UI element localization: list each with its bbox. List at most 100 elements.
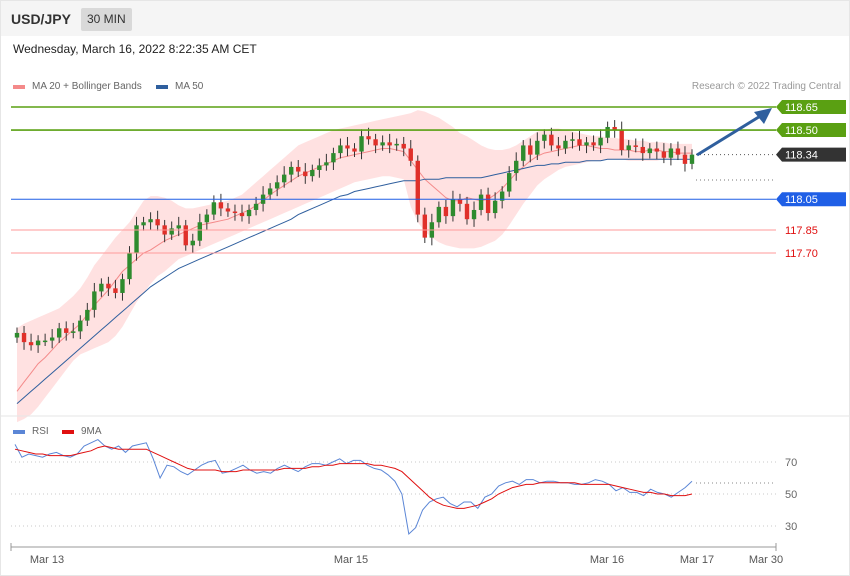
candle-body	[78, 320, 83, 332]
candle-body	[563, 140, 568, 149]
level-label-117.70: 117.70	[785, 248, 818, 260]
candle-body	[246, 209, 252, 217]
candle-body	[485, 194, 491, 214]
x-tick-label: Mar 30	[749, 554, 783, 566]
candle-body	[401, 143, 406, 149]
legend-ma20-label: MA 20 + Bollinger Bands	[32, 81, 142, 92]
candle-body	[506, 173, 512, 192]
candle-body	[35, 340, 41, 346]
level-label-118.05: 118.05	[785, 194, 818, 206]
level-label-118.50: 118.50	[785, 125, 818, 137]
candle-body	[471, 209, 477, 220]
candle-body	[535, 140, 540, 155]
candle-body	[570, 139, 575, 141]
timeframe-badge[interactable]: 30 MIN	[81, 8, 132, 31]
candle-body	[689, 154, 695, 164]
candle-body	[253, 203, 259, 210]
candle-body	[366, 136, 371, 140]
candle-body	[380, 142, 385, 146]
candle-body	[612, 126, 617, 131]
candle-body	[443, 206, 449, 217]
candle-body	[303, 171, 308, 177]
candle-body	[225, 208, 231, 212]
rsi-tick-50: 50	[785, 489, 797, 501]
candle-body	[71, 331, 76, 333]
candle-body	[106, 283, 111, 289]
x-tick-label: Mar 16	[590, 554, 624, 566]
level-tag-118.65	[776, 100, 846, 114]
candle-body	[21, 332, 27, 343]
candle-body	[14, 332, 20, 338]
candle-body	[387, 142, 392, 146]
candle-body	[85, 309, 90, 321]
rsi-tick-70: 70	[785, 457, 797, 469]
candle-body	[183, 225, 188, 246]
candle-body	[668, 148, 674, 158]
candle-body	[169, 228, 174, 235]
candle-body	[338, 145, 343, 154]
candle-body	[654, 148, 660, 152]
candle-body	[591, 142, 596, 146]
legend-rsi-swatch	[13, 429, 25, 434]
candle-body	[317, 165, 322, 171]
candle-body	[584, 142, 589, 146]
level-tag-118.50	[776, 123, 846, 138]
candle-body	[408, 148, 413, 161]
candle-body	[92, 291, 97, 310]
candle-body	[661, 151, 667, 158]
forecast-arrow-shaft	[696, 113, 763, 157]
copyright: Research © 2022 Trading Central	[691, 81, 841, 92]
candle-body	[478, 194, 484, 210]
legend-9ma: 9MA	[62, 426, 102, 437]
candle-body	[289, 166, 294, 175]
candle-body	[542, 134, 547, 141]
candle-body	[310, 170, 315, 177]
candle-body	[457, 199, 463, 204]
candle-body	[155, 219, 160, 226]
x-tick-label: Mar 15	[334, 554, 368, 566]
level-tag-118.05	[776, 192, 846, 207]
candle-body	[345, 145, 350, 149]
x-tick-label: Mar 17	[680, 554, 714, 566]
candle-body	[436, 206, 442, 223]
legend-9ma-label: 9MA	[81, 426, 102, 437]
legend-ma20: MA 20 + Bollinger Bands	[13, 81, 142, 92]
legend-ma50: MA 50	[156, 81, 203, 92]
candle-body	[577, 139, 582, 146]
ma50-line	[16, 158, 692, 404]
candle-body	[415, 160, 420, 215]
candle-body	[528, 145, 533, 155]
candle-body	[324, 162, 329, 166]
candle-body	[239, 213, 245, 217]
candle-body	[331, 153, 336, 163]
candle-body	[296, 166, 301, 172]
candle-body	[141, 222, 146, 226]
bollinger-band	[17, 110, 692, 423]
legend-rsi: RSI	[13, 426, 49, 437]
candle-body	[204, 214, 210, 223]
candle-body	[556, 145, 561, 149]
candle-body	[281, 174, 287, 183]
candle-body	[359, 136, 364, 152]
candle-body	[682, 154, 688, 164]
candle-body	[492, 200, 498, 214]
candle-body	[127, 253, 132, 280]
candle-body	[514, 160, 519, 174]
candle-body	[134, 225, 139, 253]
timestamp: Wednesday, March 16, 2022 8:22:35 AM CET	[13, 42, 257, 56]
legend-ma50-label: MA 50	[175, 81, 204, 92]
rsi-tick-30: 30	[785, 521, 797, 533]
candle-body	[56, 328, 62, 338]
candle-body	[605, 126, 610, 138]
level-tag-118.34	[776, 147, 846, 162]
candle-body	[464, 203, 470, 220]
candle-body	[640, 146, 645, 154]
candle-body	[450, 199, 456, 217]
candle-body	[218, 202, 224, 209]
candle-body	[373, 139, 378, 146]
candle-body	[499, 191, 505, 201]
symbol-title: USD/JPY	[11, 11, 71, 27]
level-label-117.85: 117.85	[785, 225, 818, 237]
candle-body	[633, 145, 638, 147]
